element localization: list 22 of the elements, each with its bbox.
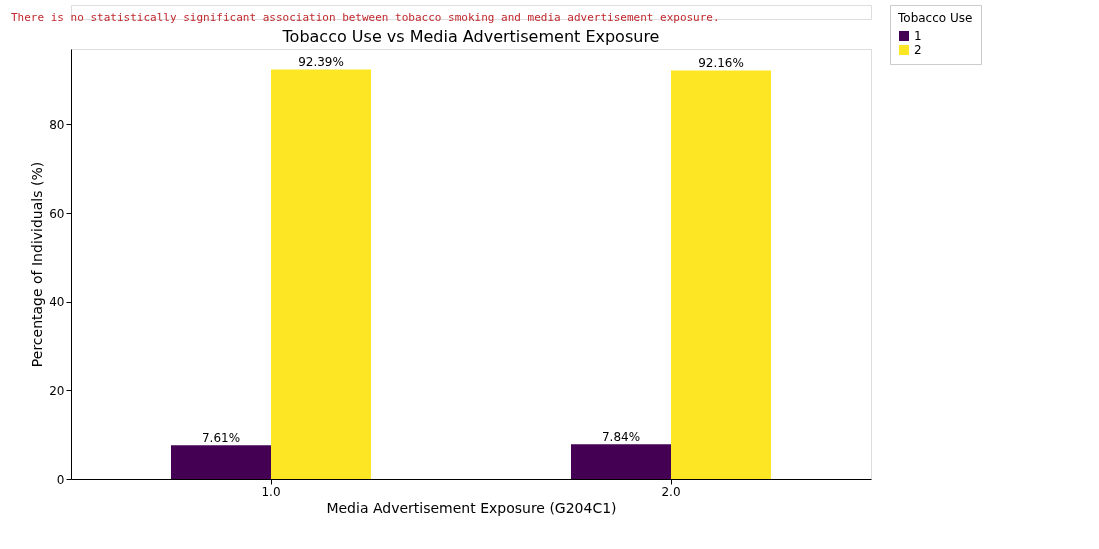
text: There is no statistically significant association between tobacco smoking and media advertisement exposure. <box>11 11 720 24</box>
y-tick-label: 0 <box>56 472 65 487</box>
data-label: 92.39% <box>298 55 344 70</box>
legend-title: Tobacco Use <box>897 11 973 25</box>
bar <box>171 445 271 479</box>
data-label: 7.84% <box>601 430 641 445</box>
x-tick-label: 1.0 <box>261 484 281 499</box>
x-axis-title: Media Advertisement Exposure (G204C1) <box>326 499 617 516</box>
legend-label: 1 <box>914 29 922 43</box>
bar <box>271 69 371 479</box>
x-tick-label: 2.0 <box>661 484 681 499</box>
chart-title: Tobacco Use vs Media Advertisement Exposure <box>281 27 660 46</box>
bar <box>571 444 671 479</box>
y-axis-title: Percentage of Individuals (%) <box>29 161 46 368</box>
legend-label: 2 <box>914 43 922 57</box>
y-tick-label: 40 <box>49 295 65 310</box>
data-label: 92.16% <box>698 56 744 71</box>
y-tick-label: 20 <box>49 383 65 398</box>
y-tick-label: 60 <box>49 206 65 221</box>
data-label: 7.61% <box>201 431 241 446</box>
bar <box>671 70 771 479</box>
y-tick-label: 80 <box>49 117 65 132</box>
